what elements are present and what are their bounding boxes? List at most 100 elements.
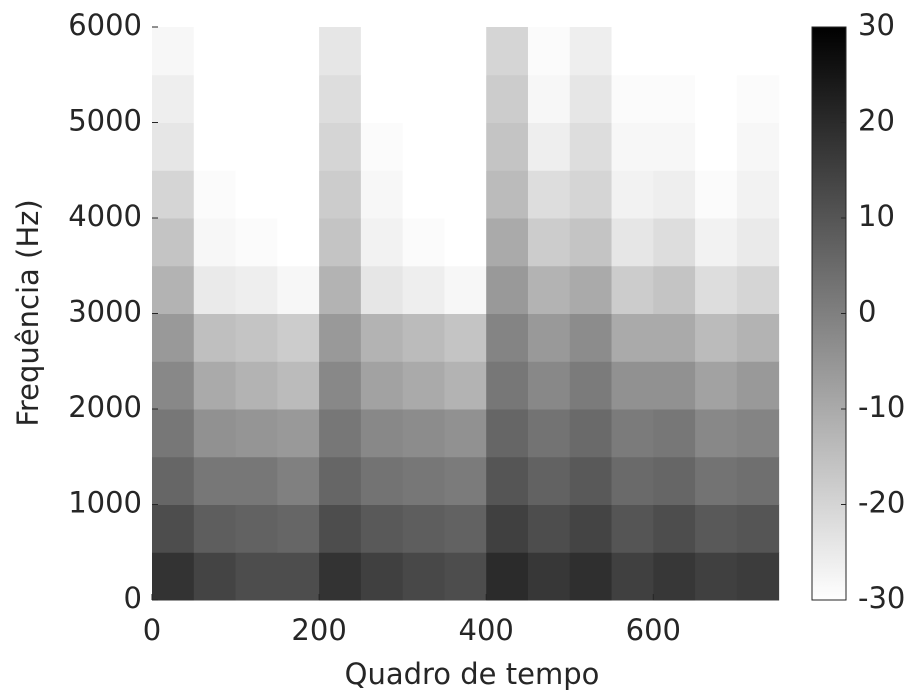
x-tick-label: 0 (143, 613, 161, 647)
heatmap-cell (653, 313, 696, 362)
y-tick-label: 5000 (68, 104, 142, 138)
heatmap-cell (360, 456, 404, 505)
heatmap-cell (569, 74, 613, 123)
heatmap-cell (360, 265, 404, 314)
colorbar-tick-label: -30 (858, 581, 905, 615)
colorbar-tick-label: 30 (858, 8, 895, 42)
heatmap-cell (736, 552, 780, 601)
heatmap-cell (695, 313, 738, 362)
heatmap-cell (360, 27, 404, 76)
heatmap-cell (653, 552, 696, 601)
heatmap-cell (527, 313, 571, 362)
heatmap-cell (402, 27, 445, 76)
heatmap-cell (736, 409, 780, 458)
heatmap-cell (193, 265, 237, 314)
heatmap-cell (402, 552, 445, 601)
heatmap-cell (360, 552, 404, 601)
heatmap-cell (402, 122, 445, 171)
heatmap-cell (235, 122, 278, 171)
heatmap-cell (319, 170, 362, 219)
heatmap-cell (444, 504, 487, 553)
colorbar-tick-label: 0 (858, 295, 876, 329)
heatmap-cell (569, 170, 613, 219)
heatmap-cell (152, 74, 195, 123)
heatmap-cell (193, 27, 237, 76)
heatmap-cell (319, 361, 362, 410)
heatmap-cell (653, 456, 696, 505)
heatmap-cell (736, 504, 780, 553)
heatmap-cell (736, 74, 780, 123)
y-tick-label: 0 (124, 581, 142, 615)
y-tick-label: 3000 (68, 295, 142, 329)
x-tick-label: 600 (626, 613, 681, 647)
heatmap-cell (193, 552, 237, 601)
heatmap-cell (193, 409, 237, 458)
heatmap-cell (736, 313, 780, 362)
colorbar (811, 26, 847, 601)
heatmap-cell (569, 313, 613, 362)
heatmap-cell (569, 218, 613, 267)
heatmap-cell (319, 456, 362, 505)
heatmap-cell (319, 122, 362, 171)
heatmap-cell (527, 74, 571, 123)
heatmap-cell (736, 361, 780, 410)
heatmap-cell (444, 27, 487, 76)
heatmap-cell (402, 313, 445, 362)
heatmap-cell (527, 504, 571, 553)
heatmap-cell (193, 313, 237, 362)
heatmap-cell (235, 552, 278, 601)
heatmap-cell (611, 552, 654, 601)
heatmap-cell (486, 504, 529, 553)
heatmap-cell (152, 504, 195, 553)
heatmap-cell (527, 361, 571, 410)
x-tick-label: 400 (459, 613, 514, 647)
heatmap-cell (360, 170, 404, 219)
heatmap-cell (235, 74, 278, 123)
heatmap-cell (569, 504, 613, 553)
heatmap-cell (152, 361, 195, 410)
heatmap-cell (319, 409, 362, 458)
heatmap-cell (444, 170, 487, 219)
heatmap-cell (235, 456, 278, 505)
heatmap-cell (653, 27, 696, 76)
heatmap-cell (444, 265, 487, 314)
heatmap-cell (193, 456, 237, 505)
heatmap-cell (611, 504, 654, 553)
heatmap-cell (653, 504, 696, 553)
heatmap-cell (653, 361, 696, 410)
heatmap-cell (486, 122, 529, 171)
heatmap-cell (486, 552, 529, 601)
heatmap-cell (527, 122, 571, 171)
heatmap-cell (235, 170, 278, 219)
heatmap-cell (235, 361, 278, 410)
heatmap-cell (235, 313, 278, 362)
heatmap-cell (527, 218, 571, 267)
heatmap-cell (653, 74, 696, 123)
heatmap-cell (193, 170, 237, 219)
heatmap-cell (695, 409, 738, 458)
heatmap-cell (444, 409, 487, 458)
heatmap-cell (486, 265, 529, 314)
y-tick-label: 6000 (68, 8, 142, 42)
heatmap-cell (653, 409, 696, 458)
heatmap-cell (444, 456, 487, 505)
heatmap-cell (402, 218, 445, 267)
heatmap-cell (486, 74, 529, 123)
heatmap-cell (402, 170, 445, 219)
heatmap-cell (319, 504, 362, 553)
heatmap-cell (611, 74, 654, 123)
heatmap-cell (569, 409, 613, 458)
heatmap-cell (444, 74, 487, 123)
y-tick-label: 4000 (68, 199, 142, 233)
y-tick-label: 2000 (68, 390, 142, 424)
heatmap-cell (319, 74, 362, 123)
heatmap-cell (402, 409, 445, 458)
heatmap-cell (360, 122, 404, 171)
heatmap-cell (736, 170, 780, 219)
heatmap-cell (569, 361, 613, 410)
heatmap-cell (653, 218, 696, 267)
heatmap-cell (319, 552, 362, 601)
heatmap-cell (402, 504, 445, 553)
heatmap-cell (277, 552, 320, 601)
heatmap-cell (486, 456, 529, 505)
